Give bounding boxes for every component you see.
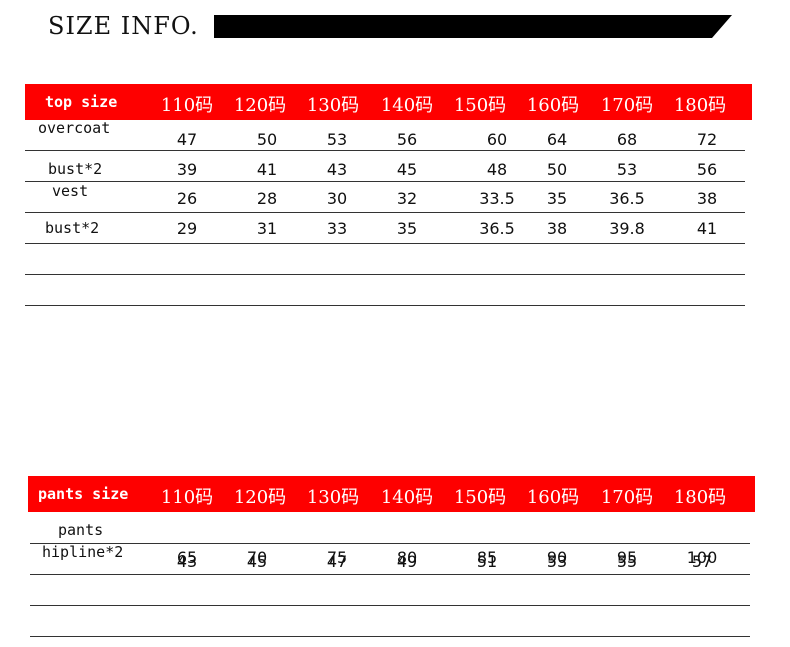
size-header: 170码: [600, 95, 654, 116]
size-header: 110码: [160, 95, 214, 116]
cell-value: 33: [326, 219, 348, 238]
header-bar: [28, 476, 755, 512]
cell-value: 38: [546, 219, 568, 238]
size-header: 180码: [673, 95, 727, 116]
cell-value: 53: [616, 160, 638, 179]
cell-value: 72: [696, 130, 718, 149]
header-bar: [25, 84, 752, 120]
cell-value: 48: [486, 160, 508, 179]
size-header: 130码: [306, 95, 360, 116]
size-header: 150码: [453, 487, 507, 508]
cell-value: 80: [396, 548, 418, 567]
cell-value: 56: [396, 130, 418, 149]
row-label: hipline*2: [42, 543, 124, 561]
cell-value: 36.5: [479, 219, 515, 238]
cell-value: 35: [396, 219, 418, 238]
size-header: 130码: [306, 487, 360, 508]
cell-value: 60: [486, 130, 508, 149]
size-header: 120码: [233, 487, 287, 508]
row-label: pants: [58, 521, 104, 539]
cell-value: 55: [616, 552, 638, 571]
size-header: 170码: [600, 487, 654, 508]
cell-value: 50: [546, 160, 568, 179]
cell-value: 100: [686, 548, 718, 567]
cell-value: 90: [546, 548, 568, 567]
row-label: vest: [52, 182, 89, 200]
cell-value: 31: [256, 219, 278, 238]
size-header: 160码: [526, 487, 580, 508]
size-header: 120码: [233, 95, 287, 116]
size-header: 180码: [673, 487, 727, 508]
cell-value: 85: [476, 548, 498, 567]
cell-value: 68: [616, 130, 638, 149]
cell-value: 32: [396, 189, 418, 208]
cell-value: 49: [396, 552, 418, 571]
cell-value: 39.8: [609, 219, 645, 238]
cell-value: 43: [326, 160, 348, 179]
cell-value: 35: [546, 189, 568, 208]
cell-value: 53: [546, 552, 568, 571]
cell-value: 47: [176, 130, 198, 149]
cell-value: 57: [691, 552, 713, 571]
cell-value: 45: [396, 160, 418, 179]
size-header: 160码: [526, 95, 580, 116]
cell-value: 30: [326, 189, 348, 208]
cell-value: 45: [246, 552, 268, 571]
row-label: bust*2: [48, 160, 103, 178]
cell-value: 26: [176, 189, 198, 208]
size-header: 140码: [380, 487, 434, 508]
page-title: SIZE INFO.: [48, 12, 199, 40]
cell-value: 43: [176, 552, 198, 571]
rule-lines: [25, 150, 750, 637]
size-header: 150码: [453, 95, 507, 116]
cell-value: 53: [326, 130, 348, 149]
cell-value: 50: [256, 130, 278, 149]
cell-value: 65: [176, 548, 198, 567]
header-label: top size: [45, 93, 118, 111]
size-header: 140码: [380, 95, 434, 116]
cell-value: 51: [476, 552, 498, 571]
cell-value: 28: [256, 189, 278, 208]
row-label: bust*2: [45, 219, 100, 237]
cell-value: 41: [256, 160, 278, 179]
row-label: overcoat: [38, 119, 111, 137]
cell-value: 47: [326, 552, 348, 571]
size-header: 110码: [160, 487, 214, 508]
cell-value: 39: [176, 160, 198, 179]
cell-value: 64: [546, 130, 568, 149]
cell-value: 29: [176, 219, 198, 238]
cell-value: 75: [326, 548, 348, 567]
cell-value: 36.5: [609, 189, 645, 208]
cell-value: 95: [616, 548, 638, 567]
header-label: pants size: [38, 485, 129, 503]
cell-value: 33.5: [479, 189, 515, 208]
cell-value: 56: [696, 160, 718, 179]
title-banner: [214, 15, 732, 38]
cell-value: 41: [696, 219, 718, 238]
cell-value: 70: [246, 548, 268, 567]
cell-value: 38: [696, 189, 718, 208]
